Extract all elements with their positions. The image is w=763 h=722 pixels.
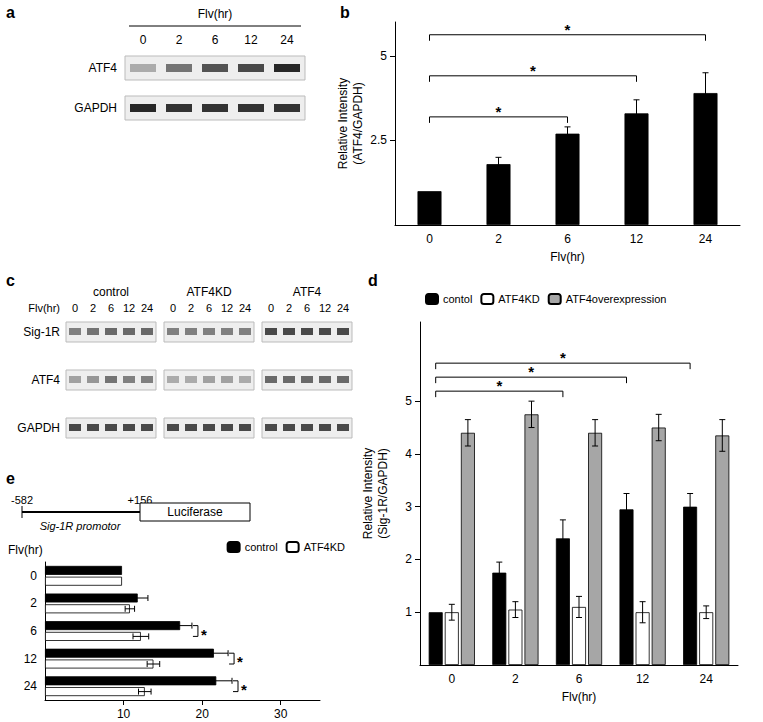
svg-text:Flv(hr): Flv(hr) (562, 690, 597, 704)
svg-text:(Sig-1R/GAPDH): (Sig-1R/GAPDH) (376, 448, 390, 539)
svg-text:6: 6 (212, 33, 219, 47)
svg-text:12: 12 (636, 672, 650, 686)
svg-text:12: 12 (630, 232, 644, 246)
svg-text:6: 6 (108, 302, 114, 314)
svg-text:5: 5 (405, 394, 412, 408)
svg-text:ATF4: ATF4 (89, 61, 118, 75)
svg-text:Sig-1R: Sig-1R (23, 325, 60, 339)
svg-text:24: 24 (700, 672, 714, 686)
svg-text:*: * (237, 653, 243, 670)
svg-text:-582: -582 (11, 494, 33, 506)
svg-text:12: 12 (24, 652, 38, 666)
svg-text:+156: +156 (127, 494, 153, 506)
svg-text:c: c (6, 272, 15, 289)
svg-text:ATF4: ATF4 (32, 373, 61, 387)
svg-text:contol: contol (443, 293, 472, 305)
svg-text:2.5: 2.5 (370, 133, 387, 147)
svg-text:2: 2 (176, 33, 183, 47)
svg-text:control: control (93, 285, 129, 299)
svg-text:Luciferase: Luciferase (167, 505, 223, 519)
svg-text:24: 24 (24, 679, 38, 693)
svg-text:*: * (530, 62, 536, 79)
svg-text:0: 0 (426, 232, 433, 246)
svg-text:d: d (368, 272, 378, 289)
svg-text:Relative Intensity: Relative Intensity (361, 448, 375, 539)
svg-text:5: 5 (380, 49, 387, 63)
svg-text:24: 24 (280, 33, 294, 47)
svg-text:20: 20 (195, 707, 209, 721)
svg-text:12: 12 (244, 33, 258, 47)
svg-text:0: 0 (448, 672, 455, 686)
svg-text:0: 0 (30, 569, 37, 583)
svg-text:1: 1 (405, 605, 412, 619)
svg-text:2: 2 (90, 302, 96, 314)
svg-text:24: 24 (239, 302, 251, 314)
svg-text:ATF4KD: ATF4KD (304, 541, 345, 553)
svg-text:12: 12 (123, 302, 135, 314)
svg-text:*: * (241, 681, 247, 698)
svg-text:*: * (496, 377, 502, 394)
svg-text:*: * (565, 21, 571, 38)
svg-text:*: * (496, 103, 502, 120)
svg-text:Relative Intensity: Relative Intensity (336, 78, 350, 169)
svg-text:4: 4 (405, 447, 412, 461)
svg-text:10: 10 (117, 707, 131, 721)
svg-text:Flv(hr): Flv(hr) (8, 543, 43, 557)
svg-text:b: b (340, 4, 350, 21)
svg-text:Sig-1R promotor: Sig-1R promotor (40, 520, 122, 532)
svg-text:(ATF4/GAPDH): (ATF4/GAPDH) (351, 82, 365, 164)
svg-text:GAPDH: GAPDH (17, 421, 60, 435)
svg-text:a: a (6, 4, 15, 21)
svg-text:3: 3 (405, 500, 412, 514)
svg-text:0: 0 (140, 33, 147, 47)
svg-text:ATF4KD: ATF4KD (186, 285, 231, 299)
svg-text:12: 12 (319, 302, 331, 314)
svg-text:control: control (245, 541, 278, 553)
svg-text:24: 24 (337, 302, 349, 314)
svg-text:Flv(hr): Flv(hr) (198, 7, 233, 21)
svg-text:6: 6 (30, 624, 37, 638)
svg-text:6: 6 (576, 672, 583, 686)
svg-text:2: 2 (405, 552, 412, 566)
svg-text:Flv(hr): Flv(hr) (550, 250, 585, 264)
svg-text:24: 24 (141, 302, 153, 314)
svg-text:0: 0 (170, 302, 176, 314)
svg-text:6: 6 (304, 302, 310, 314)
svg-text:2: 2 (30, 596, 37, 610)
svg-text:ATF4KD: ATF4KD (498, 293, 539, 305)
svg-text:0: 0 (268, 302, 274, 314)
svg-text:ATF4overexpression: ATF4overexpression (566, 293, 667, 305)
svg-text:0: 0 (72, 302, 78, 314)
svg-text:2: 2 (286, 302, 292, 314)
svg-text:ATF4: ATF4 (293, 285, 322, 299)
svg-text:Flv(hr): Flv(hr) (28, 302, 60, 314)
svg-text:12: 12 (221, 302, 233, 314)
svg-text:30: 30 (274, 707, 288, 721)
svg-text:6: 6 (564, 232, 571, 246)
svg-text:*: * (201, 626, 207, 643)
svg-text:*: * (528, 363, 534, 380)
svg-text:2: 2 (495, 232, 502, 246)
svg-text:24: 24 (699, 232, 713, 246)
svg-text:2: 2 (512, 672, 519, 686)
svg-text:*: * (560, 349, 566, 366)
svg-text:e: e (6, 470, 15, 487)
svg-text:6: 6 (206, 302, 212, 314)
svg-text:2: 2 (188, 302, 194, 314)
svg-text:GAPDH: GAPDH (74, 101, 117, 115)
